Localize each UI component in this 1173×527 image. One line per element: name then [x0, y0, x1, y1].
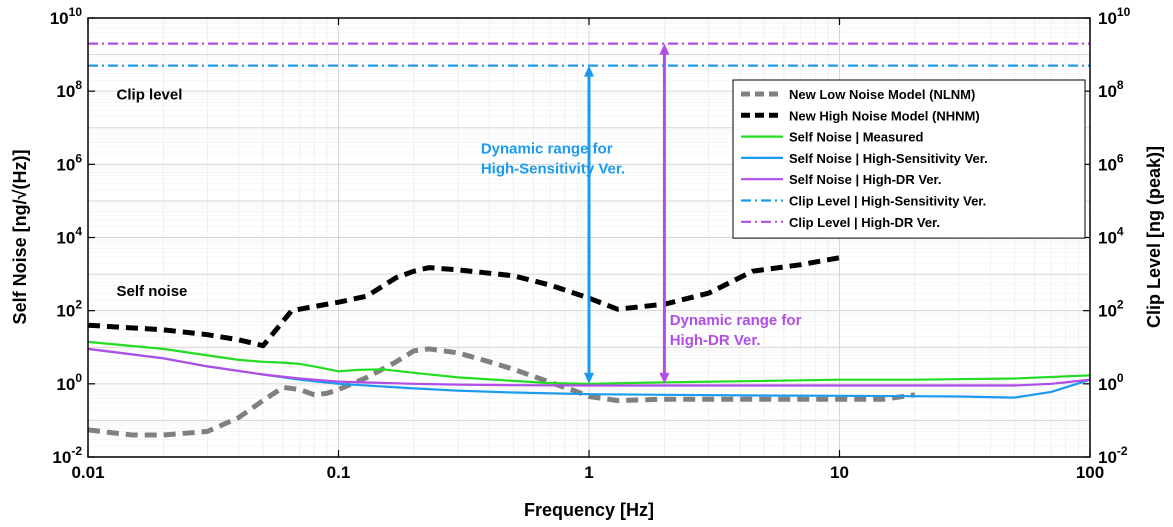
y-tick-label-left: 10-2 — [52, 444, 82, 467]
arrow-head-down — [659, 372, 670, 384]
annotation-line: Dynamic range for — [670, 312, 802, 329]
y-tick-label-left: 106 — [56, 151, 82, 174]
y-tick-exponent: -2 — [71, 444, 82, 458]
arrow-head-up — [584, 65, 594, 77]
y-tick-base: 10 — [52, 448, 71, 467]
arrow-dynamic-range-high-dr — [659, 43, 670, 384]
y-tick-exponent: 8 — [1117, 78, 1124, 92]
arrow-layer — [584, 43, 670, 384]
arrow-head-down — [584, 372, 594, 384]
series-line-0 — [88, 346, 916, 438]
legend-item: Clip Level | High-Sensitivity Ver. — [741, 194, 986, 209]
y-tick-label-left: 108 — [56, 78, 82, 101]
y-tick-base: 10 — [1098, 375, 1117, 394]
annotation-line: High-DR Ver. — [670, 332, 761, 349]
series-line-4 — [88, 347, 1090, 387]
y-tick-exponent: 4 — [1117, 225, 1124, 239]
y-tick-exponent: 10 — [69, 5, 83, 19]
y-tick-label-right: 106 — [1098, 151, 1124, 174]
y-tick-base: 10 — [1098, 448, 1117, 467]
y-tick-label-right: 104 — [1098, 225, 1124, 248]
y-tick-exponent: 4 — [75, 225, 82, 239]
y-tick-label-right: 1010 — [1098, 5, 1131, 28]
x-tick-label: 100 — [1076, 463, 1104, 482]
y-tick-base: 10 — [56, 375, 75, 394]
ticks-layer — [87, 17, 1091, 458]
y-tick-label-left: 104 — [56, 225, 82, 248]
series-line-2 — [88, 340, 1090, 385]
legend-box — [732, 79, 1086, 239]
x-tick-label: 10 — [830, 463, 849, 482]
y-tick-label-right: 10-2 — [1098, 444, 1128, 467]
y-tick-exponent: -2 — [1117, 444, 1128, 458]
x-tick-label: 0.01 — [71, 463, 104, 482]
y-tick-exponent: 2 — [75, 298, 82, 312]
y-tick-label-right: 102 — [1098, 298, 1124, 321]
x-tick-labels: 0.01 0.1 1 10 100 — [71, 463, 1104, 482]
annotation-layer: Clip level Self noise Dynamic range for Hig… — [117, 86, 802, 349]
legend-item: New High Noise Model (NHNM) — [741, 108, 980, 123]
legend-item: Self Noise | High-DR Ver. — [741, 172, 941, 187]
annotation-label-2: Dynamic range for High-Sensitivity Ver. — [481, 140, 625, 177]
legend-item: Clip Level | High-DR Ver. — [741, 215, 940, 230]
y-tick-label-left: 102 — [56, 298, 82, 321]
legend-item: Self Noise | High-Sensitivity Ver. — [741, 151, 988, 166]
series-line-1 — [88, 255, 840, 349]
y-tick-base: 10 — [1098, 9, 1117, 28]
y-tick-exponent: 10 — [1117, 5, 1131, 19]
y-tick-exponent: 8 — [75, 78, 82, 92]
annotation-label-1: Self noise — [117, 283, 188, 300]
y-tick-label-left: 100 — [56, 371, 82, 394]
y-tick-base: 10 — [56, 302, 75, 321]
x-tick-label: 0.1 — [327, 463, 351, 482]
legend-label: Self Noise | High-Sensitivity Ver. — [789, 151, 988, 166]
x-tick-label: 1 — [584, 463, 593, 482]
y-tick-exponent: 6 — [75, 151, 82, 165]
y-tick-label-right: 100 — [1098, 371, 1124, 394]
legend-item: Self Noise | Measured — [741, 130, 923, 145]
legend-item: New Low Noise Model (NLNM) — [741, 87, 975, 102]
annotation-label-0: Clip level — [117, 86, 183, 103]
y-tick-base: 10 — [50, 9, 69, 28]
y-tick-exponent: 2 — [1117, 298, 1124, 312]
y-tick-base: 10 — [1098, 82, 1117, 101]
y-tick-base: 10 — [1098, 302, 1117, 321]
legend-label: Clip Level | High-Sensitivity Ver. — [789, 194, 986, 209]
y-axis-title-left: Self Noise [ng/√(Hz)] — [10, 150, 30, 325]
arrow-head-up — [659, 43, 670, 55]
annotation-label-3: Dynamic range for High-DR Ver. — [670, 312, 802, 349]
y-axis-title-right: Clip Level [ng (peak)] — [1144, 146, 1164, 328]
y-tick-exponent: 0 — [1117, 371, 1124, 385]
x-axis-title: Frequency [Hz] — [524, 500, 654, 520]
annotation-line: High-Sensitivity Ver. — [481, 160, 625, 177]
legend-label: New High Noise Model (NHNM) — [789, 108, 980, 123]
y-tick-base: 10 — [56, 229, 75, 248]
y-tick-exponent: 6 — [1117, 151, 1124, 165]
legend-label: Self Noise | High-DR Ver. — [789, 172, 941, 187]
y-tick-exponent: 0 — [75, 371, 82, 385]
y-tick-base: 10 — [56, 82, 75, 101]
legend-label: Self Noise | Measured — [789, 130, 923, 145]
legend: New Low Noise Model (NLNM) New High Noise… — [732, 79, 1086, 239]
legend-label: New Low Noise Model (NLNM) — [789, 87, 975, 102]
y-tick-label-left: 1010 — [50, 5, 83, 28]
y-tick-base: 10 — [1098, 229, 1117, 248]
arrow-dynamic-range-high-sensitivity — [584, 65, 594, 384]
y-tick-base: 10 — [56, 155, 75, 174]
legend-label: Clip Level | High-DR Ver. — [789, 215, 940, 230]
y-tick-label-right: 108 — [1098, 78, 1124, 101]
annotation-line: Dynamic range for — [481, 140, 613, 157]
y-tick-base: 10 — [1098, 155, 1117, 174]
